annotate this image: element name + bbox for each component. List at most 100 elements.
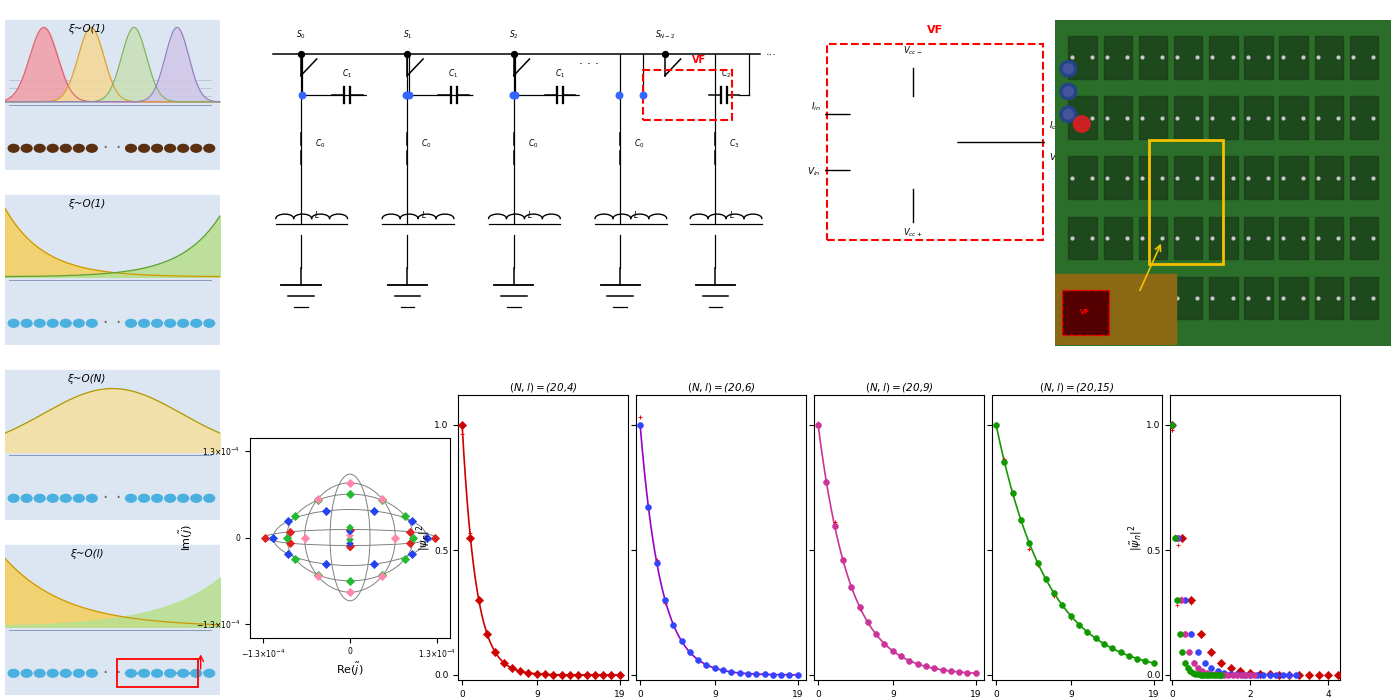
Point [1347, 669, 1369, 680]
Point [262, 532, 284, 543]
Point [1166, 112, 1189, 123]
Point [1093, 638, 1116, 649]
Point [645, 554, 668, 566]
Point [1134, 655, 1156, 666]
Point [1116, 112, 1138, 123]
Point [745, 668, 767, 680]
Point [899, 655, 921, 666]
Point [371, 570, 393, 582]
Point [815, 477, 837, 488]
Point [1117, 650, 1140, 661]
Bar [1350, 216, 1378, 259]
Circle shape [87, 319, 97, 327]
Point [1222, 669, 1245, 680]
Point [629, 419, 651, 430]
Point [956, 667, 979, 678]
Point [1327, 232, 1350, 244]
Point [679, 647, 701, 658]
Point [493, 657, 515, 668]
Point [1085, 633, 1107, 644]
Circle shape [35, 669, 45, 677]
Point [1172, 647, 1194, 658]
Point [339, 477, 361, 489]
Bar [1068, 276, 1096, 319]
Point [629, 411, 651, 422]
Text: VF: VF [692, 55, 706, 65]
Point [1226, 668, 1249, 680]
Point [1116, 52, 1138, 63]
Bar [1210, 216, 1238, 259]
Point [601, 669, 623, 680]
Point [840, 581, 862, 592]
Point [1221, 52, 1243, 63]
Title: $(N,l)=$(20,6): $(N,l)=$(20,6) [686, 382, 756, 394]
Point [1180, 628, 1203, 639]
Circle shape [151, 494, 162, 502]
Point [1186, 52, 1208, 63]
Point [1131, 52, 1154, 63]
Bar [1245, 157, 1273, 199]
Point [533, 668, 556, 680]
Point [371, 494, 393, 505]
Point [1235, 669, 1257, 680]
Point [1186, 172, 1208, 183]
Point [1169, 629, 1191, 640]
Point [948, 666, 970, 678]
Point [1226, 668, 1249, 680]
Point [402, 532, 424, 543]
Point [1131, 172, 1154, 183]
Point [728, 667, 750, 678]
Circle shape [1064, 87, 1074, 97]
Point [654, 594, 676, 606]
Point [1173, 594, 1196, 606]
Point [890, 651, 913, 662]
Point [1200, 663, 1222, 674]
Point [1235, 669, 1257, 680]
Point [645, 557, 668, 568]
Text: $C_0$: $C_0$ [528, 138, 538, 150]
Point [1096, 172, 1119, 183]
Circle shape [204, 144, 214, 152]
Point [1180, 627, 1203, 638]
Point [290, 48, 312, 59]
Point [1001, 490, 1023, 501]
Point [770, 669, 792, 680]
Point [315, 505, 337, 517]
Point [1026, 559, 1049, 570]
Circle shape [190, 669, 202, 677]
Point [339, 542, 361, 553]
Point [1009, 514, 1032, 526]
Point [1061, 112, 1084, 123]
Point [939, 666, 962, 677]
Point [339, 524, 361, 535]
Point [1173, 628, 1196, 639]
Point [1060, 612, 1082, 624]
Point [1257, 172, 1280, 183]
Bar [1245, 276, 1273, 319]
Point [1096, 293, 1119, 304]
Point [931, 664, 953, 676]
Point [1142, 657, 1165, 668]
Circle shape [21, 319, 32, 327]
Point [1200, 669, 1222, 680]
Point [363, 559, 385, 570]
Bar [1280, 36, 1308, 78]
Point [476, 629, 498, 640]
Point [1100, 643, 1123, 654]
Point [416, 532, 438, 543]
Text: ·: · [102, 314, 108, 332]
Point [1165, 532, 1187, 543]
Point [424, 532, 447, 543]
Point [1179, 666, 1201, 677]
Point [1208, 669, 1231, 680]
Point [1026, 557, 1049, 568]
Point [253, 532, 276, 543]
Point [550, 669, 573, 680]
Point [986, 420, 1008, 431]
Point [1081, 112, 1103, 123]
Bar [1315, 216, 1343, 259]
Bar [1315, 36, 1343, 78]
Circle shape [139, 319, 150, 327]
Point [882, 645, 904, 657]
Text: ·: · [115, 139, 120, 158]
